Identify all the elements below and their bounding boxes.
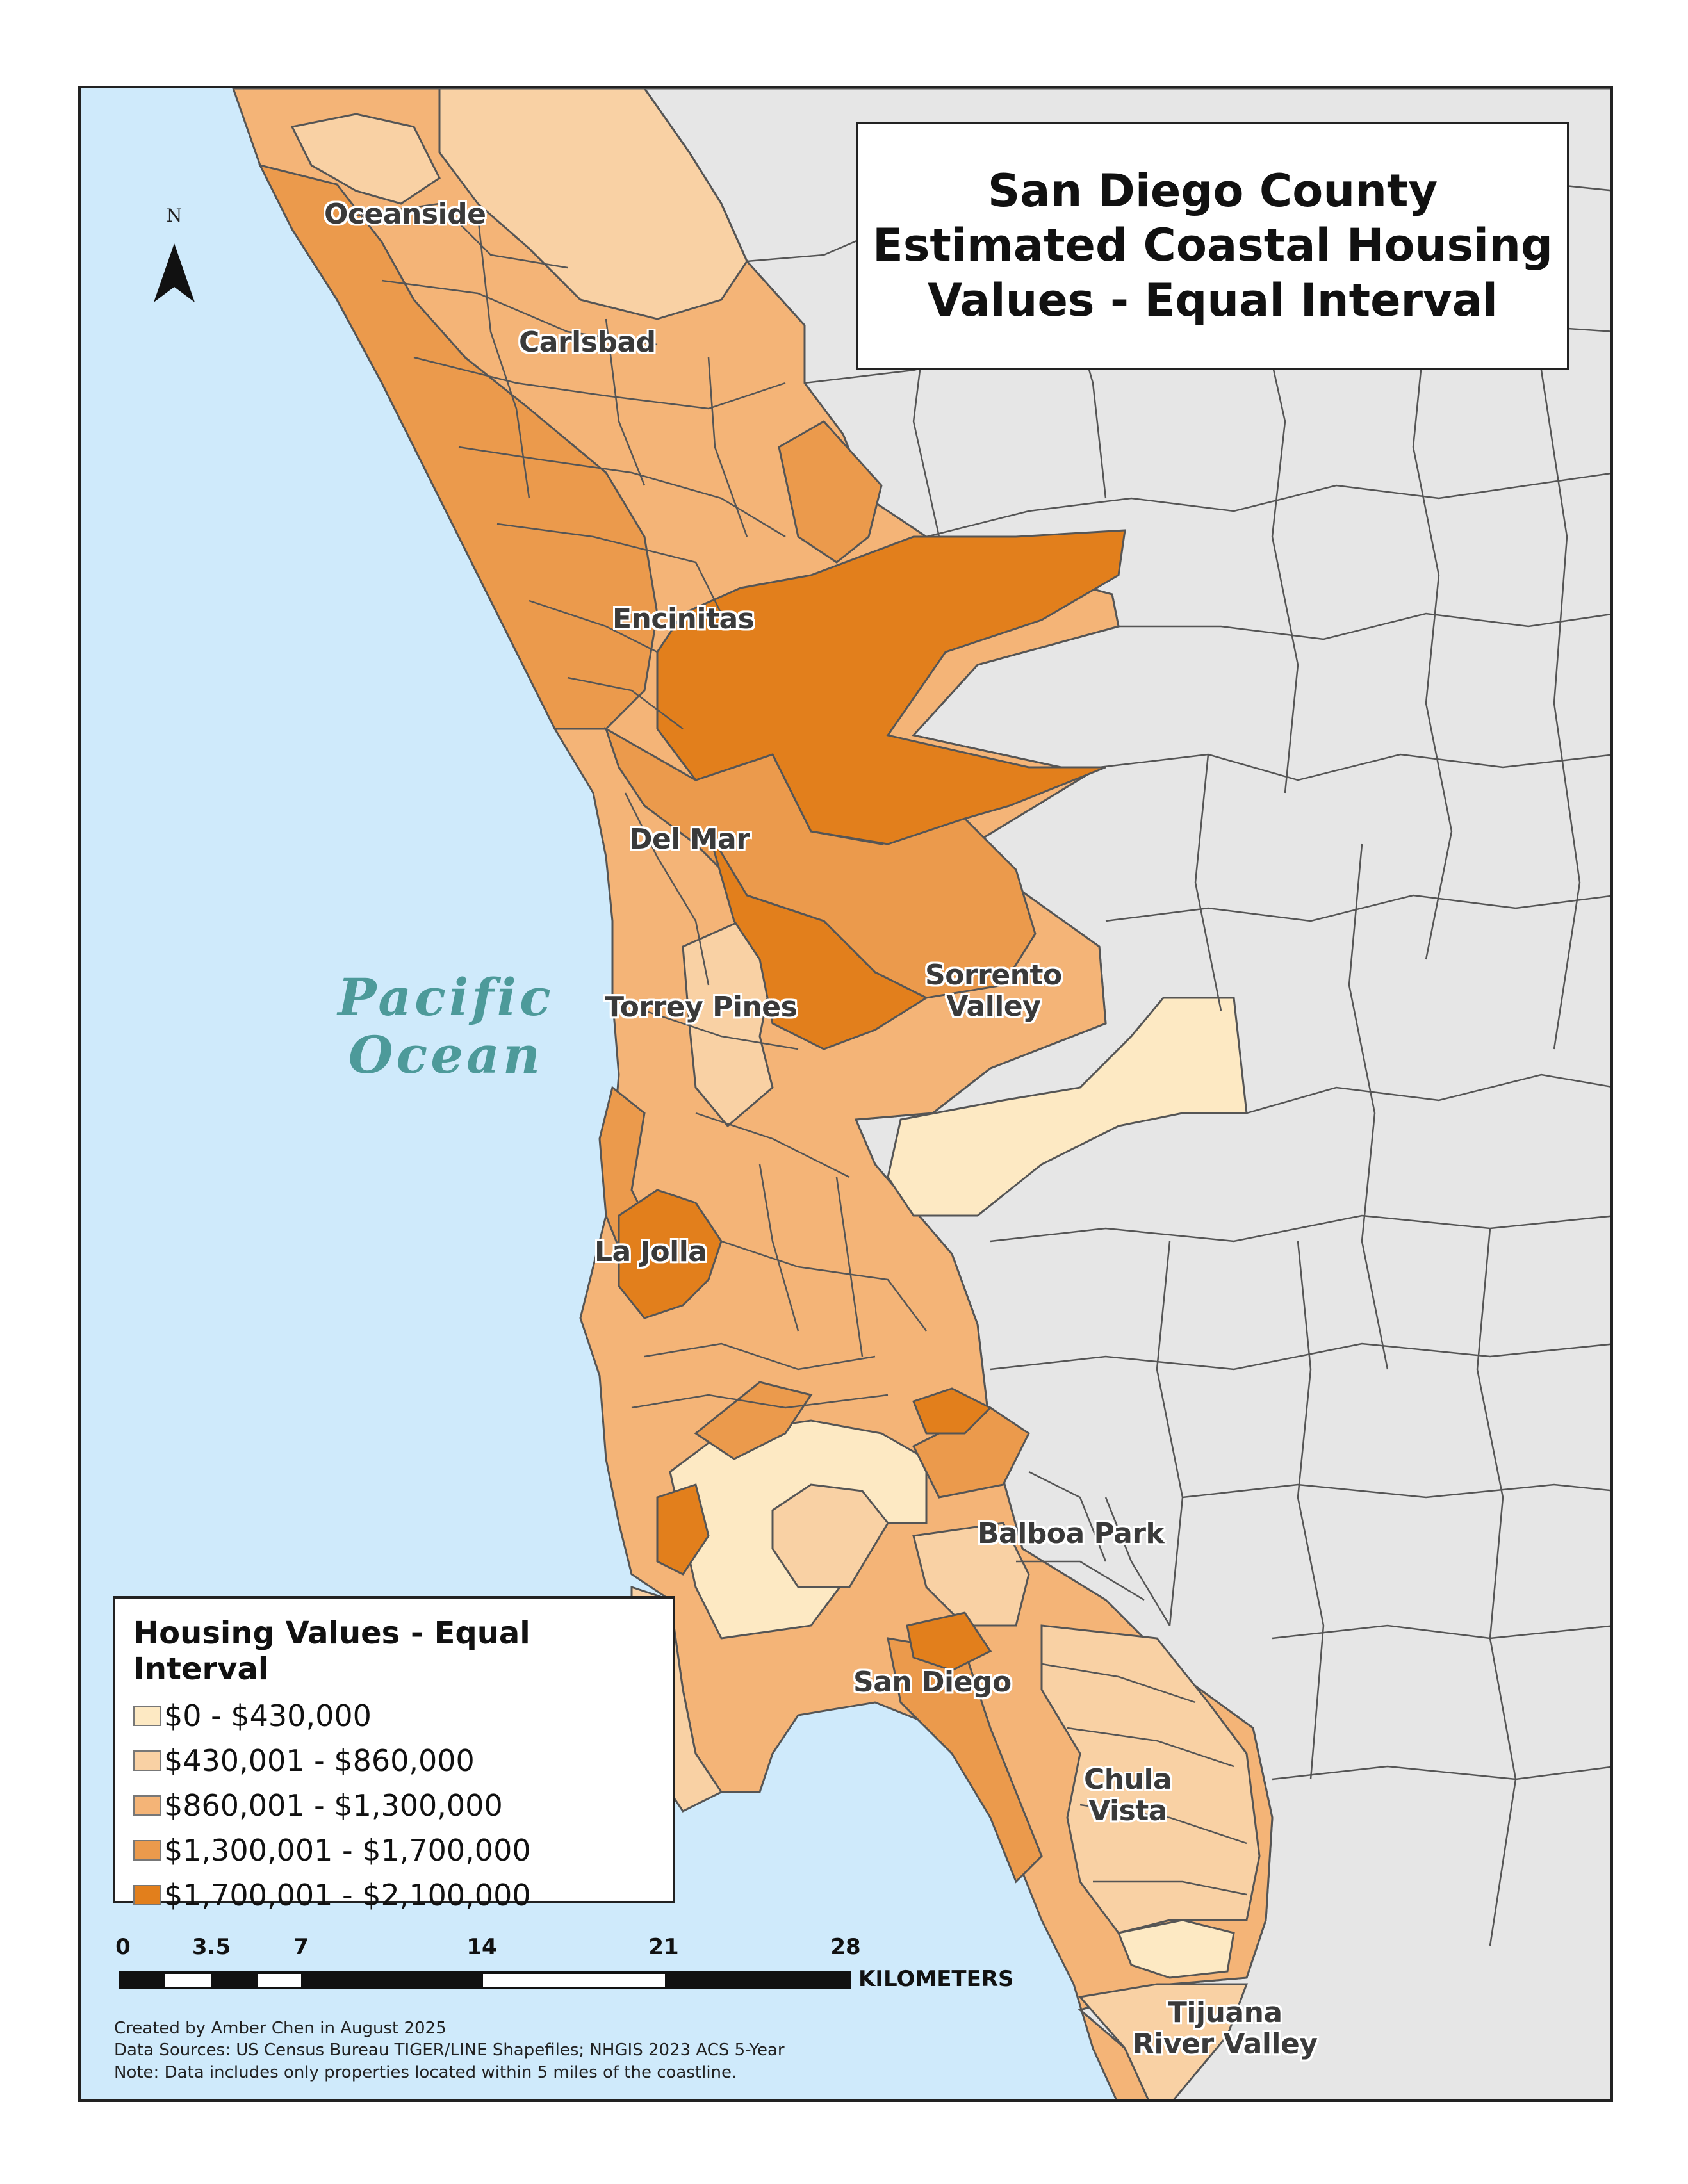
tract-class-5c — [618, 1189, 723, 1319]
tract-class-2d — [771, 1483, 889, 1588]
legend-swatch — [133, 1795, 161, 1816]
tract-class-4e — [887, 1637, 1043, 1884]
legend-swatch — [133, 1750, 161, 1771]
north-letter: N — [166, 205, 183, 226]
place-label-del-mar: Del Mar — [629, 823, 750, 856]
place-label-la-jolla: La Jolla — [594, 1235, 707, 1268]
legend-swatch — [133, 1840, 161, 1861]
ocean-label: Pacific Ocean — [338, 967, 554, 1085]
place-label-carlsbad: Carlsbad — [519, 326, 656, 359]
tract-class-5b — [707, 831, 929, 1050]
legend-swatch — [133, 1885, 161, 1905]
legend-label: $1,300,001 - $1,700,000 — [164, 1833, 531, 1868]
tract-class-5d — [912, 1387, 992, 1435]
place-label-tijuana-river-valley: Tijuana River Valley — [1133, 1996, 1318, 2061]
scale-tick-label: 7 — [293, 1934, 309, 1960]
scale-tick-label: 28 — [830, 1934, 861, 1960]
tract-class-5e — [906, 1611, 992, 1672]
tract-class-5f — [656, 1483, 710, 1576]
place-label-balboa-park: Balboa Park — [978, 1517, 1165, 1550]
scale-tick-label: 0 — [115, 1934, 131, 1960]
legend-row: $0 - $430,000 — [133, 1693, 673, 1738]
title-box: San Diego County Estimated Coastal Housi… — [856, 122, 1569, 370]
credit-line: Data Sources: US Census Bureau TIGER/LIN… — [114, 2041, 785, 2060]
legend-swatch — [133, 1706, 161, 1726]
credit-line: Note: Data includes only properties loca… — [114, 2062, 737, 2082]
tract-class-5a — [656, 529, 1126, 845]
legend-row: $430,001 - $860,000 — [133, 1738, 673, 1783]
credit-line: Created by Amber Chen in August 2025 — [114, 2019, 447, 2038]
scale-tick-label: 14 — [466, 1934, 497, 1960]
tract-class-2f — [1078, 1983, 1249, 2099]
credits: Created by Amber Chen in August 2025 Dat… — [114, 2017, 785, 2083]
scale-bar: 0 3.5 7 14 21 28 KILOMETERS — [115, 1934, 1025, 1998]
scale-bar-graphic — [119, 1971, 851, 1989]
north-arrow-icon — [154, 243, 195, 302]
scale-unit: KILOMETERS — [858, 1966, 1014, 1992]
place-label-oceanside: Oceanside — [324, 198, 486, 231]
place-label-sorrento-valley: Sorrento Valley — [925, 959, 1062, 1023]
legend-title: Housing Values - Equal Interval — [133, 1615, 530, 1687]
legend-row: $1,300,001 - $1,700,000 — [133, 1828, 673, 1873]
legend-row: $860,001 - $1,300,000 — [133, 1783, 673, 1828]
map-title: San Diego County Estimated Coastal Housi… — [872, 164, 1553, 327]
tract-class-2b — [438, 88, 748, 320]
inland-boundaries — [746, 177, 1610, 1946]
scale-tick-label: 3.5 — [192, 1934, 231, 1960]
place-label-san-diego: San Diego — [853, 1666, 1012, 1699]
tract-class-2e — [1040, 1624, 1261, 1934]
tract-class-2a — [290, 113, 441, 205]
scale-tick-label: 21 — [648, 1934, 679, 1960]
legend-label: $860,001 - $1,300,000 — [164, 1788, 503, 1823]
tract-boundaries — [349, 202, 1247, 1896]
map-canvas — [232, 88, 1610, 2099]
legend-label: $1,700,001 - $2,100,000 — [164, 1878, 531, 1912]
tract-class-1 — [887, 997, 1248, 1217]
legend-label: $0 - $430,000 — [164, 1699, 372, 1733]
place-label-torrey-pines: Torrey Pines — [605, 991, 798, 1023]
tract-class-4f — [694, 1381, 813, 1460]
place-label-encinitas: Encinitas — [612, 603, 755, 635]
north-arrow: N — [149, 205, 200, 307]
map-frame: Pacific Ocean Oceanside Carlsbad Encinit… — [78, 86, 1613, 2102]
legend: Housing Values - Equal Interval $0 - $43… — [113, 1596, 675, 1912]
tract-class-4c — [778, 420, 883, 564]
place-label-chula-vista: Chula Vista — [1084, 1763, 1172, 1828]
legend-row: $1,700,001 - $2,100,000 — [133, 1873, 673, 1918]
legend-label: $430,001 - $860,000 — [164, 1743, 475, 1778]
tract-class-2h — [912, 1522, 1030, 1627]
